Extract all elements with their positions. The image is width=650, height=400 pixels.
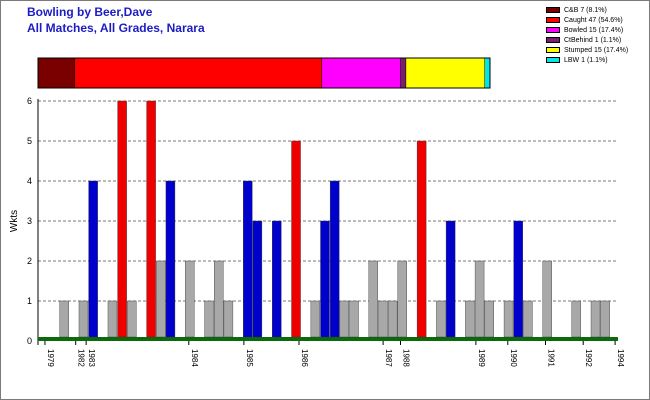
legend-label-lbw: LBW 1 (1.1%) [564,56,608,64]
legend-swatch-caught [546,17,560,23]
stack-segment-bowled [321,57,401,89]
x-tick-label: 1994 [616,349,625,367]
match-bar [571,300,581,338]
match-bar [320,220,330,338]
stack-segment-stumped [405,57,485,89]
stack-segment-lbw [484,57,491,89]
match-bar [600,300,610,338]
legend-entry-cb: C&B 7 (8.1%) [546,5,628,15]
match-bar [291,140,301,338]
y-tick-label: 5 [27,136,32,146]
match-bar [445,220,456,338]
y-tick-label: 0 [27,336,32,346]
legend-entry-stumped: Stumped 15 (17.4%) [546,45,628,55]
axes [37,99,618,345]
x-tick-label: 1990 [509,349,518,367]
legend-swatch-ctbehind [546,37,560,43]
match-bar [243,180,253,338]
legend-label-cb: C&B 7 (8.1%) [564,6,607,14]
match-bar [117,100,127,338]
match-bar [436,300,446,338]
legend-swatch-lbw [546,57,560,63]
x-tick-label: 1992 [584,349,593,367]
match-bar [223,300,234,338]
match-bar [185,260,195,338]
match-bar [474,260,485,338]
x-tick-label: 1989 [477,349,486,367]
match-bar [378,300,388,338]
y-tick-label: 3 [27,216,32,226]
legend-entry-ctbehind: CtBehind 1 (1.1%) [546,35,628,45]
match-bar [78,300,89,338]
match-bar [252,220,263,338]
match-bar [397,260,407,338]
stack-segment-caught [74,57,323,89]
x-tick-label: 1988 [402,349,411,367]
x-tick-label: 1982 [77,349,86,367]
match-bar [165,180,176,338]
match-bar [272,220,282,338]
legend-swatch-bowled [546,27,560,33]
match-bar [503,300,514,338]
match-bar [156,260,166,338]
legend-swatch-cb [546,7,560,13]
legend-label-ctbehind: CtBehind 1 (1.1%) [564,36,622,44]
legend-swatch-stumped [546,47,560,53]
y-tick-label: 6 [27,96,32,106]
match-bar [339,300,350,338]
x-tick-label: 1984 [190,349,199,367]
match-bar [387,300,398,338]
y-tick-label: 2 [27,256,32,266]
x-tick-label: 1983 [87,349,96,367]
match-bar [484,300,494,338]
legend-entry-bowled: Bowled 15 (17.4%) [546,25,628,35]
match-bar [513,220,523,338]
legend-entry-caught: Caught 47 (54.6%) [546,15,628,25]
match-bar [310,300,321,338]
match-bar [465,300,475,338]
match-bar [542,260,552,338]
match-bar [59,300,69,338]
match-bar [329,180,340,338]
match-bar [214,260,224,338]
x-tick-label: 1987 [384,349,393,367]
dismissal-stacked-bar [37,57,491,89]
match-bar [88,180,98,338]
match-bar [349,300,359,338]
dismissal-legend: C&B 7 (8.1%) Caught 47 (54.6%) Bowled 15… [546,5,628,65]
y-tick-label: 4 [27,176,32,186]
stack-segment-cb [37,57,76,89]
match-bar [416,140,427,338]
legend-entry-lbw: LBW 1 (1.1%) [546,55,628,65]
match-bar [368,260,379,338]
match-bar [146,100,156,338]
x-tick-label: 1986 [300,349,309,367]
x-tick-label: 1979 [46,349,55,367]
chart-title: Bowling by Beer,Dave [27,5,153,19]
match-bar [107,300,118,338]
x-tick-label: 1991 [547,349,556,367]
match-bars [59,100,610,338]
axis-labels: 0 1 2 3 4 5 6 Wkts 1979 1982 1983 1984 1985 1986 1987 1… [9,96,625,367]
match-bar [127,300,137,338]
match-bar [204,300,214,338]
x-tick-label: 1985 [245,349,254,367]
legend-label-bowled: Bowled 15 (17.4%) [564,26,624,34]
stack-segment-ctbehind [400,57,407,89]
legend-label-stumped: Stumped 15 (17.4%) [564,46,629,54]
match-bar [523,300,533,338]
legend-label-caught: Caught 47 (54.6%) [564,16,623,24]
x-axis-baseline [38,337,618,341]
match-bar [590,300,601,338]
y-axis-label: Wkts [9,210,20,232]
stack-outline [37,57,491,89]
chart-subtitle: All Matches, All Grades, Narara [27,21,205,35]
y-tick-label: 1 [27,296,32,306]
